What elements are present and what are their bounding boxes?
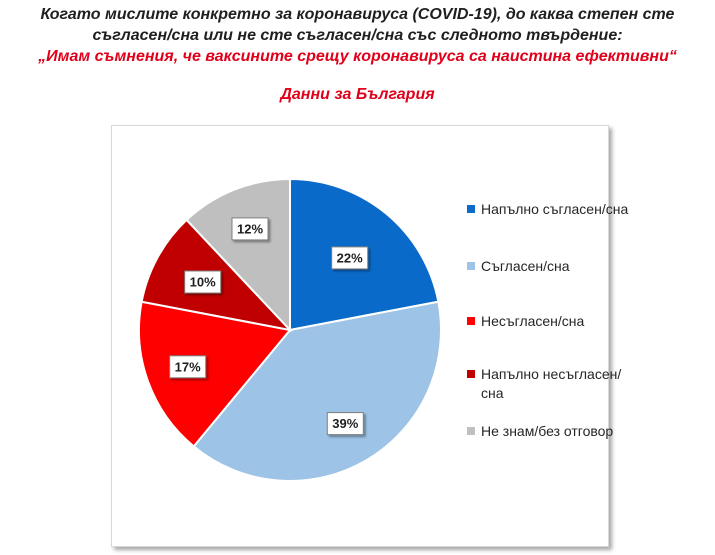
- legend-label: Напълно съгласен/сна: [481, 201, 629, 217]
- data-label-fully-agree: 22%: [331, 246, 369, 270]
- question-line-1: Когато мислите конкретно за коронавируса…: [40, 6, 675, 23]
- legend-swatch: [467, 262, 475, 270]
- chart-subtitle: Данни за България: [280, 86, 435, 103]
- legend-item-disagree: Несъгласен/сна: [467, 312, 631, 331]
- legend-item-dont-know: Не знам/без отговор: [467, 422, 631, 441]
- data-label-disagree: 17%: [169, 355, 207, 379]
- legend-swatch: [467, 427, 475, 435]
- data-label-fully-disagree: 10%: [184, 270, 222, 294]
- pie-slice-agree: [192, 300, 442, 482]
- legend-label: Несъгласен/сна: [481, 313, 585, 329]
- pie-slice-dont-know: [185, 177, 291, 333]
- question-line-2: съгласен/сна или не сте съгласен/сна със…: [92, 27, 623, 44]
- legend-swatch: [467, 317, 475, 325]
- legend-label: Напълно несъгласен/сна: [481, 366, 622, 401]
- data-label-dont-know: 12%: [231, 217, 269, 241]
- svg-text:22%: 22%: [337, 250, 363, 265]
- legend-label: Съгласен/сна: [481, 258, 570, 274]
- svg-text:10%: 10%: [190, 275, 216, 290]
- statement-line: „Имам съмнения, че ваксините срещу корон…: [38, 48, 677, 65]
- svg-text:39%: 39%: [332, 416, 358, 431]
- pie-slice-disagree: [138, 300, 292, 448]
- svg-text:12%: 12%: [237, 221, 263, 236]
- legend-item-fully-agree: Напълно съгласен/сна: [467, 200, 631, 219]
- legend-swatch: [467, 370, 475, 378]
- legend-swatch: [467, 205, 475, 213]
- chart-title: Когато мислите конкретно за коронавируса…: [0, 4, 715, 67]
- svg-text:17%: 17%: [175, 359, 201, 374]
- legend-label: Не знам/без отговор: [481, 423, 614, 439]
- legend-item-agree: Съгласен/сна: [467, 257, 631, 276]
- data-label-agree: 39%: [326, 412, 364, 436]
- legend-item-fully-disagree: Напълно несъгласен/сна: [467, 365, 631, 403]
